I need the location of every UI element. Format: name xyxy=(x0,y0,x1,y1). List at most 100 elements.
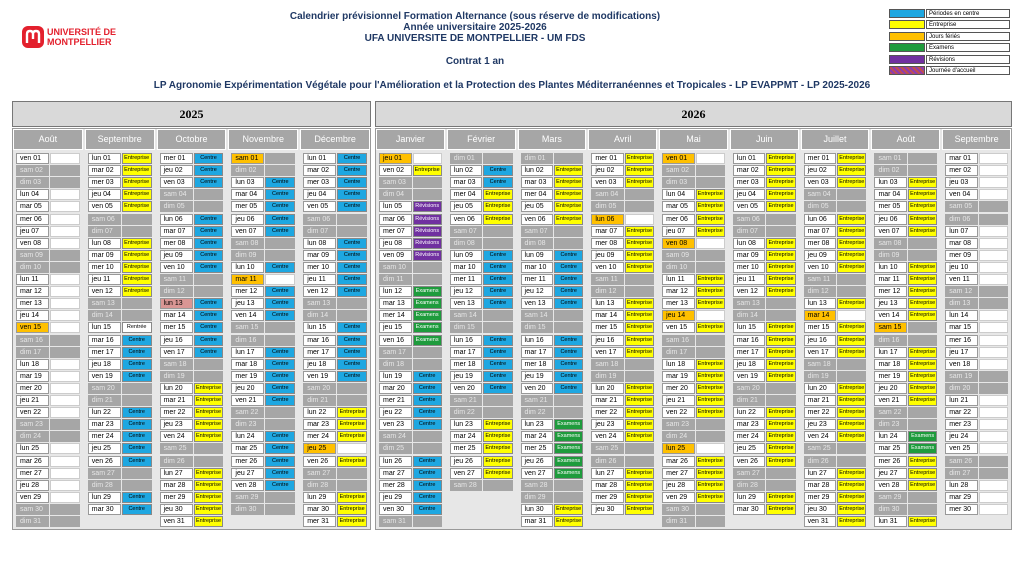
day-note-empty xyxy=(624,370,655,382)
day-note: Centre xyxy=(337,334,367,346)
day-note: Entreprise xyxy=(766,177,796,189)
day-note-empty xyxy=(978,189,1008,201)
day-label: ven 19 xyxy=(303,370,337,382)
day-note-empty xyxy=(978,225,1008,237)
day-label: mar 02 xyxy=(87,165,121,177)
day-label: sam 15 xyxy=(874,322,907,334)
day-label: sam 16 xyxy=(16,334,50,346)
day-note: Rentrée xyxy=(121,322,152,334)
day-note: Centre xyxy=(337,370,367,382)
day-note: Entreprise xyxy=(337,407,367,419)
day-label: jeu 09 xyxy=(159,249,193,261)
day-note: Entreprise xyxy=(193,407,224,419)
day-note-empty xyxy=(50,503,80,515)
day-label: ven 31 xyxy=(159,516,193,527)
day-label: dim 02 xyxy=(874,165,907,177)
day-label: ven 02 xyxy=(379,165,412,177)
day-label: ven 20 xyxy=(520,382,554,394)
day-note: Centre xyxy=(337,201,367,213)
day-label: jeu 23 xyxy=(591,419,624,431)
day-label: mar 31 xyxy=(520,516,554,527)
day-label: sam 23 xyxy=(662,419,695,431)
day-note: Centre xyxy=(483,274,513,285)
day-note-empty xyxy=(50,382,80,394)
day-note-empty xyxy=(50,165,80,177)
day-note-empty xyxy=(412,346,442,358)
day-label: lun 29 xyxy=(87,491,121,503)
day-note: Centre xyxy=(483,358,513,370)
day-note-empty xyxy=(624,455,655,467)
day-note-empty xyxy=(50,455,80,467)
day-note: Centre xyxy=(412,407,442,419)
day-note: Entreprise xyxy=(337,431,367,443)
day-label: jeu 15 xyxy=(379,322,412,334)
title-line: Année universitaire 2025-2026 xyxy=(403,22,547,33)
day-label: lun 02 xyxy=(449,165,483,177)
legend-label: Jours fériés xyxy=(926,31,1010,41)
day-label: jeu 22 xyxy=(379,407,412,419)
day-label: jeu 02 xyxy=(591,165,624,177)
day-note: Entreprise xyxy=(624,407,655,419)
day-note: Révisions xyxy=(412,201,442,213)
day-label: sam 20 xyxy=(732,382,766,394)
day-note: Entreprise xyxy=(766,346,796,358)
day-label: sam 22 xyxy=(231,407,265,419)
month-header: Mai xyxy=(659,129,728,150)
day-note: Entreprise xyxy=(695,189,725,201)
day-label: mar 14 xyxy=(803,310,837,322)
day-note: Entreprise xyxy=(837,298,867,310)
day-note: Entreprise xyxy=(193,382,224,394)
day-note-empty xyxy=(50,467,80,479)
day-note: Centre xyxy=(265,177,296,189)
day-label: lun 12 xyxy=(379,286,412,298)
day-label: mar 04 xyxy=(874,189,907,201)
day-label: mar 09 xyxy=(303,249,337,261)
day-label: ven 07 xyxy=(874,225,907,237)
day-label: mer 13 xyxy=(16,298,50,310)
day-note-empty xyxy=(837,443,867,455)
day-label: sam 14 xyxy=(449,310,483,322)
day-note: Entreprise xyxy=(121,201,152,213)
day-note: Entreprise xyxy=(908,370,938,382)
day-label: sam 12 xyxy=(945,286,978,298)
day-label: mer 31 xyxy=(303,516,337,527)
day-label: jeu 11 xyxy=(303,274,337,285)
day-note-empty xyxy=(978,310,1008,322)
day-note: Entreprise xyxy=(908,346,938,358)
day-note-empty xyxy=(624,443,655,455)
day-note: Entreprise xyxy=(908,455,938,467)
day-note: Centre xyxy=(337,237,367,249)
day-label: mer 24 xyxy=(732,431,766,443)
day-label: jeu 18 xyxy=(732,358,766,370)
day-note-empty xyxy=(908,407,938,419)
day-note: Centre xyxy=(337,274,367,285)
day-note: Entreprise xyxy=(554,503,584,515)
day-label: ven 10 xyxy=(159,261,193,273)
day-note: Examens xyxy=(412,286,442,298)
day-label: mer 22 xyxy=(159,407,193,419)
day-label: sam 06 xyxy=(303,213,337,225)
day-note: Centre xyxy=(483,177,513,189)
day-note: Centre xyxy=(121,503,152,515)
day-label: sam 07 xyxy=(449,225,483,237)
day-note: Centre xyxy=(265,479,296,491)
day-label: dim 28 xyxy=(303,479,337,491)
day-note: Centre xyxy=(483,334,513,346)
day-note: Entreprise xyxy=(766,274,796,285)
day-label: mar 28 xyxy=(803,479,837,491)
day-note-empty xyxy=(837,370,867,382)
day-label: ven 16 xyxy=(379,334,412,346)
day-label: jeu 11 xyxy=(732,274,766,285)
day-label: lun 30 xyxy=(520,503,554,515)
day-note: Entreprise xyxy=(766,419,796,431)
day-note: Entreprise xyxy=(554,516,584,527)
day-label: dim 28 xyxy=(87,479,121,491)
day-label: lun 15 xyxy=(87,322,121,334)
day-note-empty xyxy=(978,346,1008,358)
day-note-empty xyxy=(193,358,224,370)
day-note: Entreprise xyxy=(908,286,938,298)
day-label: sam 09 xyxy=(16,249,50,261)
day-note: Centre xyxy=(121,491,152,503)
day-note-empty xyxy=(483,310,513,322)
day-label: mar 26 xyxy=(662,455,695,467)
